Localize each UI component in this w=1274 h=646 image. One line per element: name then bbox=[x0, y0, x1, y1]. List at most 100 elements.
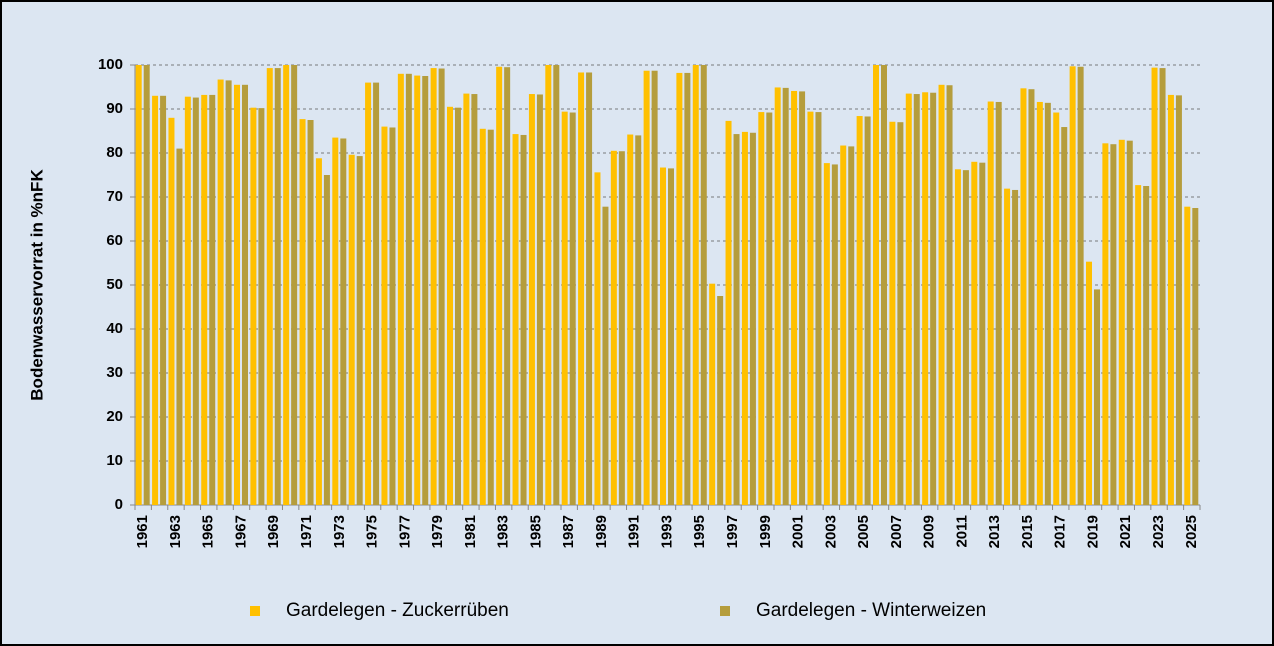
x-tick-label: 1967 bbox=[232, 515, 249, 548]
bar bbox=[799, 91, 806, 506]
x-tick-label: 1995 bbox=[691, 515, 708, 548]
bar bbox=[479, 128, 486, 506]
bar bbox=[234, 84, 240, 506]
bar bbox=[307, 120, 314, 505]
y-tick-label: 70 bbox=[106, 188, 123, 205]
bar bbox=[831, 164, 838, 505]
bar bbox=[1061, 127, 1068, 505]
bar bbox=[266, 68, 273, 505]
bar bbox=[242, 84, 248, 506]
y-tick-label: 0 bbox=[115, 496, 123, 513]
x-tick-label: 1961 bbox=[134, 515, 151, 548]
bar bbox=[512, 134, 519, 505]
bar bbox=[414, 75, 421, 505]
bar bbox=[184, 96, 191, 506]
bar bbox=[791, 90, 798, 506]
bar bbox=[373, 82, 380, 505]
bar bbox=[143, 65, 150, 505]
x-tick-label: 2011 bbox=[953, 515, 970, 548]
bar bbox=[635, 135, 642, 505]
y-tick-label: 60 bbox=[106, 232, 123, 249]
bar bbox=[709, 283, 716, 505]
x-tick-label: 1975 bbox=[364, 515, 381, 548]
bar bbox=[135, 65, 142, 505]
bar bbox=[979, 162, 986, 505]
bar bbox=[323, 175, 330, 505]
bar bbox=[1053, 112, 1060, 506]
bar bbox=[684, 72, 691, 506]
bar bbox=[995, 101, 1002, 506]
bar bbox=[741, 131, 748, 505]
bar bbox=[1143, 186, 1150, 505]
bar bbox=[733, 134, 740, 505]
bar bbox=[258, 108, 265, 506]
x-tick-label: 1999 bbox=[757, 515, 774, 548]
bar bbox=[1192, 208, 1199, 505]
bar bbox=[749, 132, 756, 505]
x-tick-label: 2015 bbox=[1019, 515, 1036, 548]
bar bbox=[618, 151, 625, 506]
x-tick-label: 1971 bbox=[298, 515, 315, 548]
bar bbox=[962, 170, 969, 505]
y-tick-label: 20 bbox=[106, 408, 123, 425]
bar bbox=[1159, 68, 1166, 505]
bar bbox=[1036, 101, 1043, 506]
bar bbox=[1102, 143, 1109, 505]
bar bbox=[1077, 66, 1084, 505]
bar bbox=[340, 138, 347, 506]
x-tick-label: 1987 bbox=[560, 515, 577, 548]
x-tick-label: 2003 bbox=[822, 515, 839, 548]
bar bbox=[487, 129, 494, 505]
bar bbox=[807, 111, 814, 505]
bar bbox=[536, 94, 543, 505]
x-tick-label: 1977 bbox=[396, 515, 413, 548]
bar bbox=[586, 72, 593, 505]
bar bbox=[881, 65, 887, 505]
bar bbox=[1175, 95, 1182, 506]
bar bbox=[651, 70, 658, 505]
bar bbox=[1126, 140, 1133, 505]
bar bbox=[455, 107, 461, 506]
bar bbox=[553, 65, 560, 505]
bar bbox=[1110, 144, 1117, 505]
bar bbox=[954, 169, 961, 505]
x-tick-label: 1993 bbox=[658, 515, 675, 548]
bar bbox=[250, 107, 257, 506]
bar bbox=[1086, 261, 1092, 505]
y-tick-label: 80 bbox=[106, 144, 123, 161]
bar bbox=[594, 172, 601, 506]
bar bbox=[823, 163, 830, 505]
bar bbox=[913, 94, 920, 505]
legend-label: Gardelegen - Winterweizen bbox=[756, 600, 986, 621]
bar bbox=[192, 97, 199, 505]
x-tick-label: 1991 bbox=[626, 515, 643, 548]
x-tick-label: 2023 bbox=[1150, 515, 1167, 548]
bar bbox=[422, 76, 429, 505]
bar bbox=[1167, 94, 1174, 506]
x-tick-label: 1981 bbox=[462, 515, 479, 548]
bar bbox=[315, 158, 322, 505]
bar bbox=[1012, 189, 1019, 505]
bar bbox=[848, 146, 855, 505]
bar bbox=[1094, 289, 1100, 505]
y-tick-label: 10 bbox=[106, 452, 123, 469]
bar bbox=[348, 154, 355, 505]
bar bbox=[291, 65, 298, 505]
bar bbox=[725, 120, 732, 505]
bar bbox=[602, 206, 609, 505]
bar bbox=[1028, 89, 1035, 505]
bar bbox=[643, 70, 650, 505]
bar bbox=[389, 127, 396, 505]
bar bbox=[864, 116, 871, 505]
bar bbox=[774, 87, 781, 505]
bar bbox=[700, 65, 707, 505]
y-tick-label: 40 bbox=[106, 320, 123, 337]
bar bbox=[176, 148, 183, 505]
legend-marker bbox=[720, 606, 730, 616]
bar bbox=[504, 67, 511, 505]
x-tick-label: 2001 bbox=[790, 515, 807, 548]
legend-marker bbox=[250, 606, 260, 616]
bar bbox=[438, 68, 445, 506]
bar bbox=[905, 93, 912, 505]
bar bbox=[717, 296, 724, 505]
